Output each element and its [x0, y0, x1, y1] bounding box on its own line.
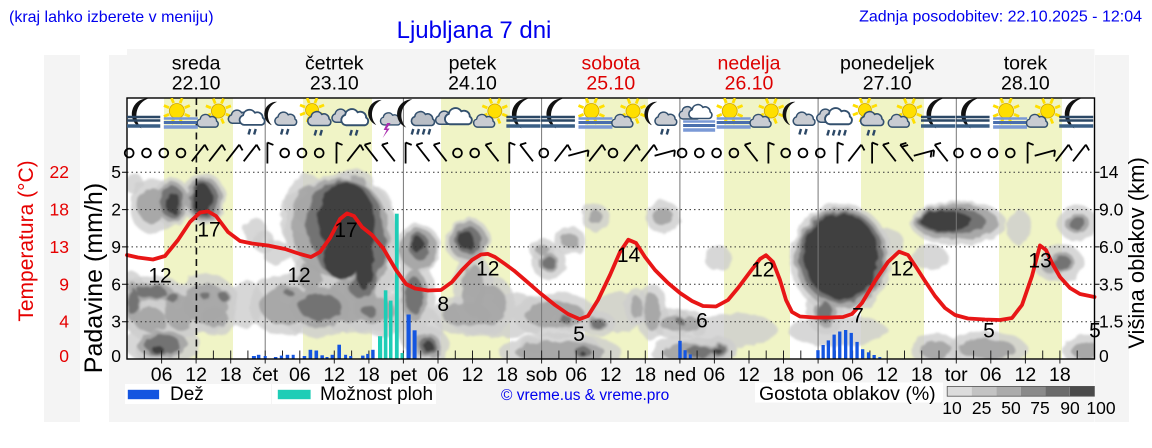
svg-text:12: 12 — [890, 258, 913, 281]
svg-text:pon: pon — [802, 364, 835, 386]
svg-text:6: 6 — [696, 310, 708, 333]
svg-text:06: 06 — [980, 364, 1002, 386]
svg-text:ned: ned — [664, 364, 697, 386]
svg-text:3.5: 3.5 — [1099, 274, 1123, 294]
svg-text:06: 06 — [565, 364, 587, 386]
svg-text:9: 9 — [59, 274, 69, 294]
svg-text:sreda: sreda — [172, 52, 221, 74]
svg-text:18: 18 — [773, 364, 795, 386]
svg-text:25: 25 — [972, 398, 991, 418]
svg-text:17: 17 — [334, 219, 357, 242]
svg-text:22.10: 22.10 — [172, 73, 221, 95]
svg-text:1.5: 1.5 — [1099, 312, 1123, 332]
svg-text:12: 12 — [462, 364, 484, 386]
svg-text:Gostota oblakov (%): Gostota oblakov (%) — [759, 383, 936, 405]
svg-text:0: 0 — [59, 346, 69, 366]
svg-text:18: 18 — [634, 364, 656, 386]
svg-text:13: 13 — [50, 237, 69, 257]
svg-text:18: 18 — [1049, 364, 1071, 386]
svg-text:pet: pet — [390, 364, 418, 386]
svg-text:Ljubljana 7 dni: Ljubljana 7 dni — [397, 17, 552, 44]
svg-text:torek: torek — [1004, 52, 1048, 74]
svg-text:2: 2 — [111, 200, 121, 220]
svg-text:ponedeljek: ponedeljek — [840, 52, 935, 74]
svg-text:06: 06 — [151, 364, 173, 386]
svg-text:12: 12 — [738, 364, 760, 386]
svg-text:sobota: sobota — [582, 52, 641, 74]
svg-text:06: 06 — [289, 364, 311, 386]
svg-text:18: 18 — [220, 364, 242, 386]
svg-text:18: 18 — [358, 364, 380, 386]
svg-text:Višina oblakov (km): Višina oblakov (km) — [1124, 157, 1149, 349]
svg-text:5: 5 — [573, 323, 585, 346]
svg-text:100: 100 — [1086, 398, 1115, 418]
svg-text:90: 90 — [1060, 398, 1080, 418]
svg-text:12: 12 — [323, 364, 345, 386]
svg-text:5: 5 — [111, 162, 121, 182]
svg-text:18: 18 — [911, 364, 933, 386]
svg-text:9: 9 — [111, 237, 121, 257]
svg-text:25.10: 25.10 — [586, 73, 635, 95]
svg-text:Dež: Dež — [170, 384, 204, 405]
svg-text:12: 12 — [876, 364, 898, 386]
svg-text:nedelja: nedelja — [718, 52, 781, 74]
svg-text:06: 06 — [842, 364, 864, 386]
svg-text:3: 3 — [111, 312, 121, 332]
svg-text:26.10: 26.10 — [725, 73, 774, 95]
svg-text:24.10: 24.10 — [448, 73, 497, 95]
svg-text:12: 12 — [185, 364, 207, 386]
svg-text:50: 50 — [1001, 398, 1021, 418]
svg-text:6.0: 6.0 — [1099, 237, 1124, 257]
svg-text:22: 22 — [50, 162, 69, 182]
svg-text:27.10: 27.10 — [863, 73, 912, 95]
svg-text:06: 06 — [427, 364, 449, 386]
svg-text:čet: čet — [252, 364, 279, 386]
svg-text:12: 12 — [476, 258, 499, 281]
svg-text:13: 13 — [1028, 250, 1051, 273]
svg-text:sob: sob — [526, 364, 558, 386]
svg-text:12: 12 — [287, 264, 310, 287]
svg-text:12: 12 — [148, 265, 171, 288]
svg-text:12: 12 — [600, 364, 622, 386]
svg-text:0: 0 — [1099, 346, 1109, 366]
svg-text:tor: tor — [945, 364, 968, 386]
svg-text:5: 5 — [983, 320, 995, 343]
svg-text:18: 18 — [50, 200, 69, 220]
svg-text:Zadnja posodobitev: 22.10.2025: Zadnja posodobitev: 22.10.2025 - 12:04 — [859, 9, 1142, 26]
svg-text:0: 0 — [111, 346, 121, 366]
svg-text:9.0: 9.0 — [1099, 200, 1124, 220]
svg-text:petek: petek — [449, 52, 497, 74]
svg-text:75: 75 — [1030, 398, 1049, 418]
svg-text:četrtek: četrtek — [305, 52, 364, 74]
svg-text:28.10: 28.10 — [1001, 73, 1050, 95]
svg-text:17: 17 — [197, 219, 220, 242]
svg-text:Možnost ploh: Možnost ploh — [320, 384, 433, 405]
svg-text:(kraj lahko izberete v meniju): (kraj lahko izberete v meniju) — [9, 9, 214, 26]
svg-text:6: 6 — [111, 274, 121, 294]
svg-text:12: 12 — [1015, 364, 1037, 386]
svg-text:© vreme.us & vreme.pro: © vreme.us & vreme.pro — [501, 387, 669, 404]
svg-text:14: 14 — [617, 244, 641, 267]
svg-text:10: 10 — [942, 398, 962, 418]
svg-text:Padavine (mm/h): Padavine (mm/h) — [80, 183, 108, 373]
svg-text:4: 4 — [59, 312, 69, 332]
svg-text:18: 18 — [496, 364, 518, 386]
svg-text:Temperatura (°C): Temperatura (°C) — [15, 160, 38, 321]
svg-text:7: 7 — [852, 305, 864, 328]
svg-text:06: 06 — [704, 364, 726, 386]
svg-text:8: 8 — [437, 293, 449, 316]
svg-text:14: 14 — [1099, 162, 1119, 182]
svg-text:12: 12 — [751, 259, 774, 282]
svg-text:23.10: 23.10 — [310, 73, 359, 95]
